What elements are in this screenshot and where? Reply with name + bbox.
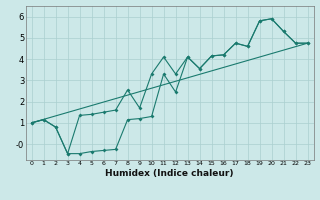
X-axis label: Humidex (Indice chaleur): Humidex (Indice chaleur): [105, 169, 234, 178]
